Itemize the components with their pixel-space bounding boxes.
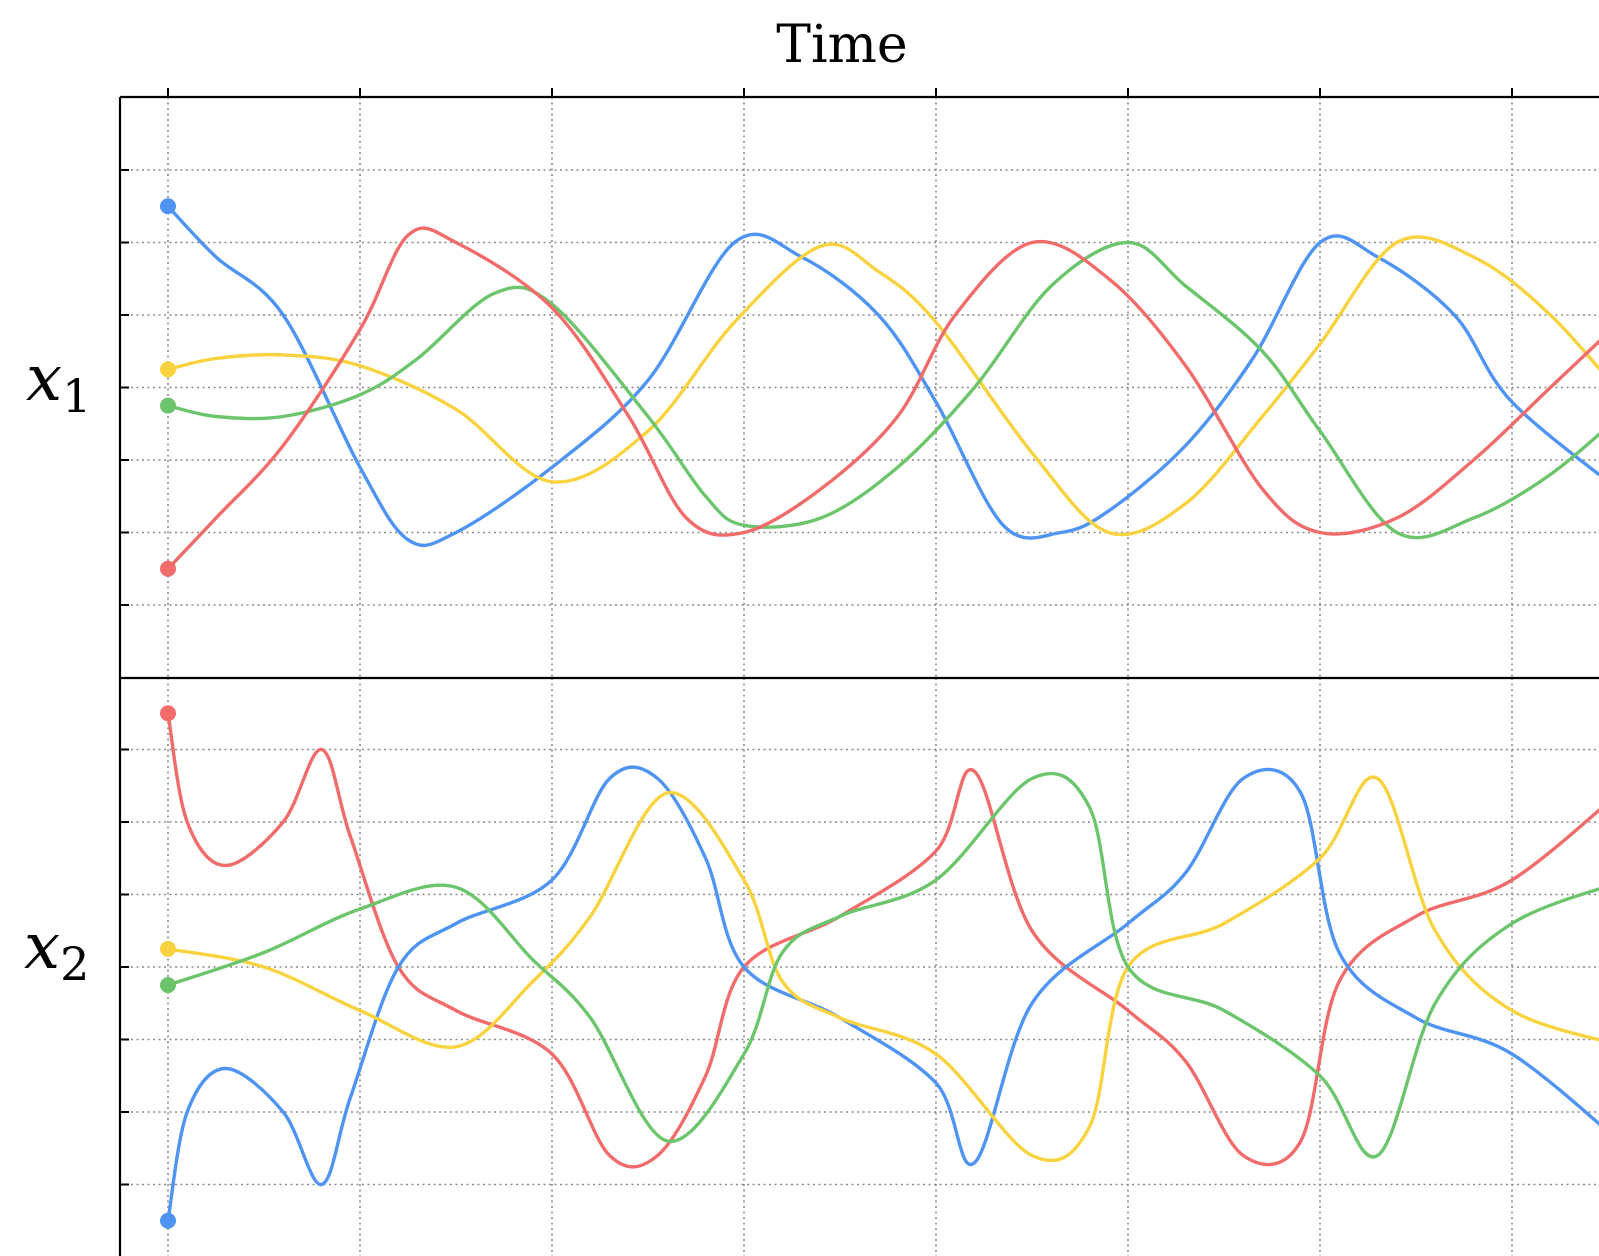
panel-x2-start-point-green — [160, 977, 176, 994]
chart-title: Time — [776, 15, 907, 75]
panel-x1: x1 — [26, 97, 1599, 678]
panel-x2-ylabel-sub: 2 — [60, 937, 89, 991]
panel-x1-ylabel: x1 — [26, 342, 91, 423]
panel-x1-ylabel-main: x — [26, 342, 62, 416]
panel-x1-series-yellow — [166, 235, 1599, 537]
panel-x1-series — [160, 198, 1599, 577]
panel-x1-ylabel-sub: 1 — [62, 369, 91, 423]
panel-x2-ylabel: x2 — [24, 910, 89, 991]
panel-x1-start-point-blue — [160, 198, 176, 215]
panel-x2-grid — [120, 678, 1599, 1256]
panel-x2-series-red — [166, 711, 1599, 1169]
panel-x1-series-blue — [166, 204, 1599, 548]
panel-x1-series-red — [166, 226, 1599, 571]
panel-x2-series — [160, 705, 1599, 1229]
panel-x2-series-blue — [166, 765, 1599, 1223]
panel-x1-start-point-yellow — [160, 361, 176, 378]
panel-x2: x2 — [24, 678, 1599, 1256]
panel-x2-start-point-red — [160, 705, 176, 722]
panel-x2-start-point-yellow — [160, 940, 176, 957]
panel-x1-start-point-green — [160, 397, 176, 414]
panel-x2-series-yellow — [166, 775, 1599, 1163]
panel-x1-series-green — [166, 240, 1599, 540]
panel-x1-start-point-red — [160, 560, 176, 577]
axes-frame — [118, 88, 1599, 1256]
panel-x2-ylabel-main: x — [24, 910, 60, 984]
panel-x2-series-green — [166, 771, 1599, 1159]
panel-x1-grid — [120, 97, 1599, 678]
panel-x2-start-point-blue — [160, 1212, 176, 1229]
